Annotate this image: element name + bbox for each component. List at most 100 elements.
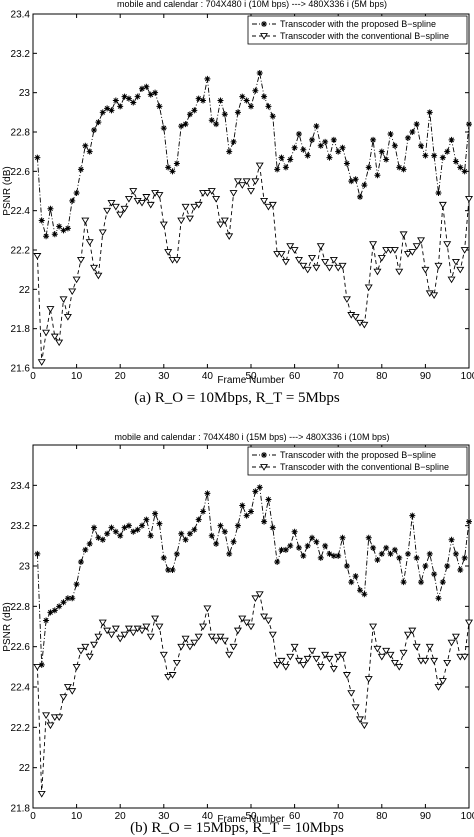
chart-b-point-proposed bbox=[86, 540, 93, 547]
chart-b-point-proposed bbox=[147, 532, 154, 539]
chart-a-point-proposed bbox=[47, 205, 54, 212]
chart-b-xtick-label: 100 bbox=[461, 811, 474, 822]
chart-a-xtick-label: 20 bbox=[115, 371, 127, 382]
chart-b-point-proposed bbox=[56, 603, 63, 610]
chart-a-point-proposed bbox=[82, 142, 89, 149]
chart-a-point-proposed bbox=[365, 164, 372, 171]
chart-b-ytick-label: 23.2 bbox=[11, 521, 31, 532]
chart-a-point-conventional bbox=[465, 196, 473, 203]
chart-b-xtick-label: 20 bbox=[115, 811, 127, 822]
chart-b-point-proposed bbox=[357, 587, 363, 594]
chart-b-point-conventional bbox=[72, 663, 81, 671]
chart-a-point-conventional bbox=[50, 333, 59, 341]
chart-b-point-proposed bbox=[104, 530, 111, 537]
chart-b-point-proposed bbox=[239, 502, 246, 509]
chart-a-point-conventional bbox=[308, 255, 317, 262]
chart-b-point-proposed bbox=[208, 532, 215, 539]
chart-b-point-conventional bbox=[260, 613, 269, 621]
chart-b-point-proposed bbox=[317, 554, 324, 561]
chart-a-point-proposed bbox=[195, 95, 202, 102]
chart-a-point-conventional bbox=[443, 241, 452, 248]
chart-a-ytick-label: 22.8 bbox=[11, 128, 31, 139]
chart-b-point-conventional bbox=[312, 655, 321, 663]
chart-b-point-proposed bbox=[178, 530, 185, 537]
chart-b-point-conventional bbox=[238, 615, 247, 623]
chart-a-point-conventional bbox=[216, 221, 225, 229]
chart-b-point-conventional bbox=[264, 617, 273, 625]
chart-a-point-proposed bbox=[274, 166, 281, 173]
chart-b-legend-box bbox=[247, 446, 468, 476]
chart-a-point-proposed bbox=[226, 148, 233, 155]
chart-b-ylabel: PSNR (dB) bbox=[2, 602, 13, 651]
chart-a-point-proposed bbox=[287, 156, 294, 163]
chart-b-point-conventional bbox=[465, 619, 473, 627]
chart-b-point-conventional bbox=[116, 635, 125, 643]
chart-b-xtick-label: 90 bbox=[420, 811, 432, 822]
chart-a-point-proposed bbox=[291, 144, 298, 151]
chart-b-point-conventional bbox=[399, 649, 408, 657]
chart-b-point-proposed bbox=[418, 579, 425, 586]
chart-b-point-conventional bbox=[76, 647, 85, 655]
chart-a-point-conventional bbox=[116, 211, 125, 219]
chart-a-point-proposed bbox=[147, 91, 154, 98]
chart-a-point-proposed bbox=[326, 154, 333, 161]
chart-a-point-conventional bbox=[181, 203, 190, 211]
chart-a-xtick-label: 30 bbox=[158, 371, 170, 382]
chart-b-point-proposed bbox=[435, 595, 442, 602]
chart-b-legend-asterisk bbox=[261, 452, 267, 458]
chart-a-point-proposed bbox=[370, 136, 377, 143]
chart-a-legend-triangle bbox=[260, 33, 268, 40]
chart-b-point-conventional bbox=[37, 791, 46, 798]
chart-a-axes: 0 10 20 30 40 50 60 70 80 90 100 21.6 21.8 22 22.2 22.4… bbox=[11, 10, 474, 383]
chart-a-point-proposed bbox=[409, 129, 416, 135]
chart-b-point-proposed bbox=[47, 609, 54, 616]
chart-b-point-conventional bbox=[172, 659, 181, 667]
chart-a-point-conventional bbox=[438, 201, 447, 209]
chart-b-point-proposed bbox=[466, 518, 472, 525]
chart-b-point-proposed bbox=[200, 508, 207, 515]
chart-b-point-conventional bbox=[430, 657, 439, 665]
chart-b-point-conventional bbox=[233, 627, 242, 635]
chart-b-point-conventional bbox=[347, 690, 356, 697]
chart-b-point-proposed bbox=[287, 542, 294, 549]
chart-a-point-conventional bbox=[377, 255, 386, 262]
chart-a-point-proposed bbox=[444, 148, 451, 155]
chart-a-xtick-label: 100 bbox=[461, 371, 474, 382]
chart-b-point-proposed bbox=[195, 516, 202, 523]
chart-a-point-proposed bbox=[339, 144, 346, 151]
chart-b-point-proposed bbox=[457, 567, 464, 574]
chart-b-point-proposed bbox=[60, 599, 67, 606]
chart-a-point-conventional bbox=[277, 251, 286, 258]
chart-a-point-proposed bbox=[357, 193, 363, 200]
chart-a-point-proposed bbox=[69, 197, 76, 204]
chart-b-point-proposed bbox=[221, 528, 228, 535]
chart-a-point-conventional bbox=[203, 190, 212, 197]
chart-b-point-proposed bbox=[73, 581, 80, 588]
chart-b-caption: (b) R_O = 15Mbps, R_T = 10Mbps bbox=[130, 820, 344, 836]
chart-b-point-conventional bbox=[220, 637, 229, 645]
chart-a-point-conventional bbox=[303, 266, 312, 274]
chart-b-point-proposed bbox=[186, 530, 193, 537]
chart-a-point-conventional bbox=[417, 237, 426, 244]
chart-a-point-proposed bbox=[352, 176, 359, 183]
chart-a-point-proposed bbox=[426, 109, 433, 116]
chart-a-point-conventional bbox=[338, 262, 347, 270]
chart-b-point-proposed bbox=[291, 528, 298, 535]
chart-b-point-conventional bbox=[33, 663, 42, 671]
chart-b-point-conventional bbox=[369, 623, 378, 631]
chart-a-point-proposed bbox=[239, 93, 246, 100]
chart-b-point-conventional bbox=[408, 627, 417, 635]
chart-a-point-proposed bbox=[112, 97, 119, 104]
chart-b-point-proposed bbox=[413, 554, 420, 561]
chart-a-legend-marker-conventional bbox=[252, 33, 276, 40]
chart-b-point-proposed bbox=[256, 484, 263, 491]
chart-b-point-proposed bbox=[444, 563, 451, 569]
chart-b-point-proposed bbox=[452, 550, 459, 557]
chart-a-point-conventional bbox=[451, 258, 460, 266]
chart-a-point-conventional bbox=[294, 256, 303, 264]
chart-b-point-conventional bbox=[168, 672, 177, 679]
chart-a-point-conventional bbox=[37, 359, 46, 366]
chart-b-point-proposed bbox=[261, 518, 268, 525]
chart-a-point-proposed bbox=[165, 164, 172, 171]
chart-b-point-conventional bbox=[443, 659, 452, 667]
